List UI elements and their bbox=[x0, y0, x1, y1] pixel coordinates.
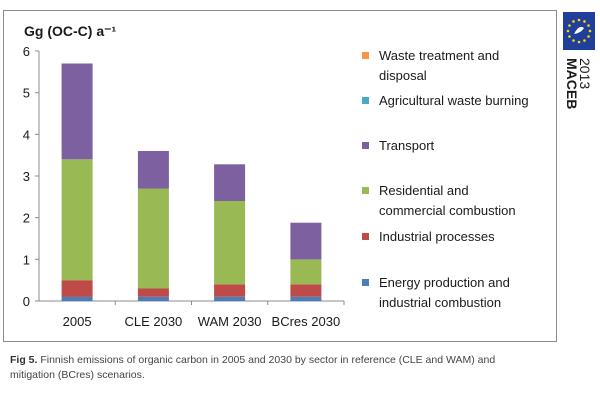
legend-swatch bbox=[362, 233, 369, 240]
flag-star bbox=[572, 20, 575, 23]
stacked-bar-chart: Gg (OC-C) a⁻¹ 0 1 2 3 4 5 6 2005 CLE 2030 WAM 203… bbox=[23, 23, 529, 329]
logo-wordmark: MACEB 2013 bbox=[563, 56, 597, 126]
bar-segment bbox=[137, 296, 169, 301]
flag-star bbox=[583, 20, 586, 23]
legend-swatch bbox=[362, 279, 369, 286]
flag-star bbox=[568, 35, 571, 38]
legend-label: Transport bbox=[379, 138, 435, 153]
y-tick-label: 2 bbox=[23, 211, 30, 226]
bar-segment bbox=[137, 288, 169, 297]
x-tick-label: CLE 2030 bbox=[124, 314, 182, 329]
bar-segment bbox=[137, 188, 169, 289]
legend-label: disposal bbox=[379, 68, 427, 83]
bar-segment bbox=[290, 296, 322, 301]
flag-star bbox=[577, 18, 581, 22]
legend-label: Waste treatment and bbox=[379, 48, 499, 63]
maceb-logo: MACEB 2013 bbox=[563, 12, 597, 124]
flag-star bbox=[587, 24, 590, 27]
bar-segment bbox=[137, 151, 169, 189]
bar-segment bbox=[290, 222, 322, 260]
flag-star bbox=[572, 39, 575, 42]
x-tick-label: 2005 bbox=[63, 314, 92, 329]
legend-label: Agricultural waste burning bbox=[379, 93, 529, 108]
caption-label: Fig 5. bbox=[10, 354, 38, 366]
flag-star bbox=[588, 29, 592, 33]
legend-swatch bbox=[362, 52, 369, 59]
chart-frame: Gg (OC-C) a⁻¹ 0 1 2 3 4 5 6 2005 CLE 2030 WAM 203… bbox=[3, 10, 557, 342]
legend: Waste treatment and disposal Agricultural … bbox=[362, 48, 529, 310]
flag-star bbox=[583, 39, 586, 42]
legend-label: industrial combustion bbox=[379, 295, 501, 310]
y-tick-label: 5 bbox=[23, 86, 30, 101]
bar-segment bbox=[290, 259, 322, 285]
bar-segment bbox=[61, 280, 93, 297]
x-tick-label: WAM 2030 bbox=[198, 314, 262, 329]
y-tick-label: 6 bbox=[23, 44, 30, 59]
bar-segment bbox=[214, 284, 246, 297]
logo-year: 2013 bbox=[577, 58, 593, 89]
figure-caption: Fig 5. Finnish emissions of organic carb… bbox=[10, 353, 530, 383]
bar-segment bbox=[61, 63, 93, 160]
x-tick-label: BCres 2030 bbox=[272, 314, 341, 329]
logo-name: MACEB bbox=[564, 58, 580, 109]
bar-segment bbox=[61, 159, 93, 281]
legend-swatch bbox=[362, 142, 369, 149]
y-tick-label: 0 bbox=[23, 294, 30, 309]
flag-star bbox=[577, 40, 581, 44]
y-tick-label: 4 bbox=[23, 127, 30, 142]
bar-segment bbox=[290, 284, 322, 297]
flag-star bbox=[566, 29, 570, 33]
bar-segment bbox=[214, 201, 246, 285]
eu-flag-icon bbox=[563, 12, 595, 50]
bar-segment bbox=[214, 296, 246, 301]
y-tick-label: 1 bbox=[23, 252, 30, 267]
bar-segment bbox=[214, 164, 246, 201]
flag-emblem bbox=[574, 26, 584, 34]
flag-star bbox=[568, 24, 571, 27]
caption-text: Finnish emissions of organic carbon in 2… bbox=[10, 354, 496, 381]
legend-label: Energy production and bbox=[379, 275, 510, 290]
legend-label: Industrial processes bbox=[379, 229, 495, 244]
flag-star bbox=[587, 35, 590, 38]
plot-area: 0 1 2 3 4 5 6 2005 CLE 2030 WAM 2030 BCres 2030 bbox=[23, 44, 345, 329]
y-tick-label: 3 bbox=[23, 169, 30, 184]
legend-label: commercial combustion bbox=[379, 203, 516, 218]
legend-label: Residential and bbox=[379, 183, 469, 198]
legend-swatch bbox=[362, 97, 369, 104]
y-axis-unit-title: Gg (OC-C) a⁻¹ bbox=[24, 23, 116, 39]
legend-swatch bbox=[362, 187, 369, 194]
bar-segment bbox=[61, 296, 93, 301]
